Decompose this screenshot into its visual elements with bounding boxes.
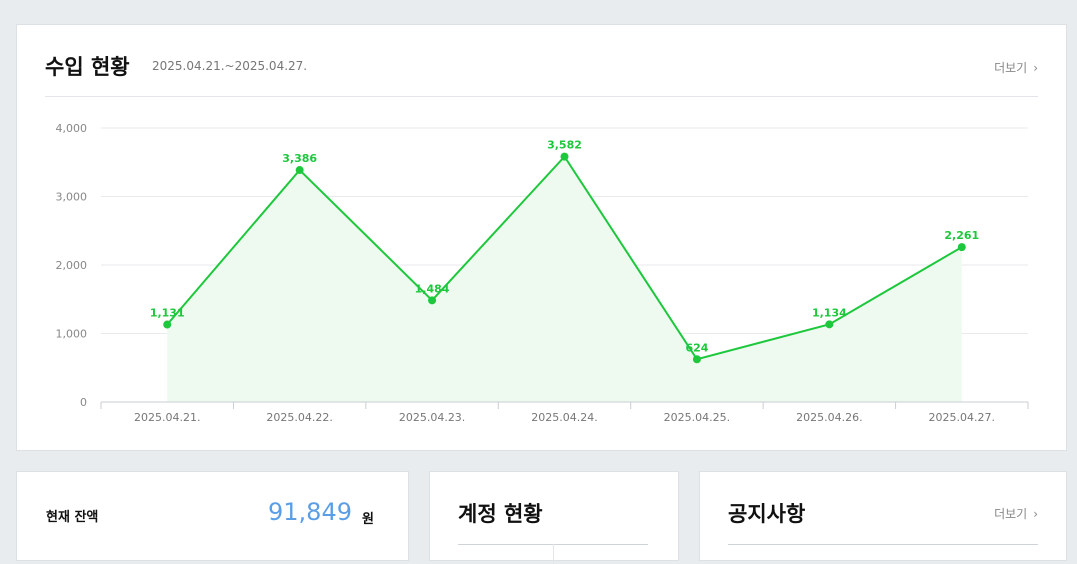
notice-list-border bbox=[728, 544, 1038, 545]
data-point[interactable] bbox=[692, 355, 701, 364]
data-point[interactable] bbox=[825, 320, 834, 329]
x-tick-label: 2025.04.26. bbox=[796, 411, 862, 424]
balance-card: 현재 잔액 91,849 원 bbox=[16, 471, 409, 561]
data-point[interactable] bbox=[428, 296, 437, 305]
x-tick-label: 2025.04.21. bbox=[134, 411, 200, 424]
notice-title: 공지사항 bbox=[728, 502, 806, 526]
data-value-label: 3,582 bbox=[547, 139, 582, 152]
y-tick-label: 3,000 bbox=[56, 191, 88, 204]
income-divider bbox=[45, 96, 1038, 97]
data-value-label: 1,134 bbox=[812, 306, 847, 319]
chevron-right-icon: › bbox=[1033, 507, 1038, 521]
chevron-right-icon: › bbox=[1033, 61, 1038, 75]
data-value-label: 3,386 bbox=[282, 152, 317, 165]
notice-more-label: 더보기 bbox=[994, 507, 1028, 521]
notice-more-link[interactable]: 더보기 › bbox=[994, 505, 1038, 522]
account-title: 계정 현황 bbox=[458, 502, 543, 526]
data-point[interactable] bbox=[560, 152, 569, 161]
x-tick-label: 2025.04.23. bbox=[399, 411, 465, 424]
y-tick-label: 4,000 bbox=[56, 122, 88, 135]
income-more-link[interactable]: 더보기 › bbox=[994, 59, 1038, 76]
income-chart: 1,131 3,386 1,484 3,582 624 1,134 2,261 0 1,000… bbox=[56, 122, 1029, 424]
account-table-divider bbox=[553, 544, 554, 564]
notice-card: 공지사항 더보기 › bbox=[699, 471, 1067, 561]
data-value-label: 624 bbox=[685, 341, 708, 354]
income-area-fill bbox=[167, 156, 962, 402]
data-point[interactable] bbox=[163, 320, 172, 329]
data-value-label: 1,484 bbox=[415, 282, 450, 295]
x-tick-label: 2025.04.25. bbox=[664, 411, 730, 424]
income-title: 수입 현황 bbox=[45, 55, 130, 79]
balance-unit: 원 bbox=[362, 512, 374, 527]
y-tick-label: 1,000 bbox=[56, 328, 88, 341]
balance-value: 91,849 bbox=[268, 498, 352, 526]
income-status-card: 수입 현황 2025.04.21.~2025.04.27. 더보기 › 1,131… bbox=[16, 24, 1067, 451]
income-more-label: 더보기 bbox=[994, 61, 1028, 75]
data-point[interactable] bbox=[957, 243, 966, 252]
x-tick-label: 2025.04.22. bbox=[266, 411, 332, 424]
data-value-label: 1,131 bbox=[150, 307, 185, 320]
income-period: 2025.04.21.~2025.04.27. bbox=[152, 59, 308, 73]
balance-label: 현재 잔액 bbox=[46, 510, 99, 525]
x-tick-label: 2025.04.24. bbox=[531, 411, 597, 424]
data-point[interactable] bbox=[295, 166, 304, 175]
x-tick-label: 2025.04.27. bbox=[929, 411, 995, 424]
y-tick-label: 2,000 bbox=[56, 259, 88, 272]
account-status-card: 계정 현황 bbox=[429, 471, 679, 564]
y-tick-label: 0 bbox=[80, 396, 87, 409]
data-value-label: 2,261 bbox=[944, 229, 979, 242]
